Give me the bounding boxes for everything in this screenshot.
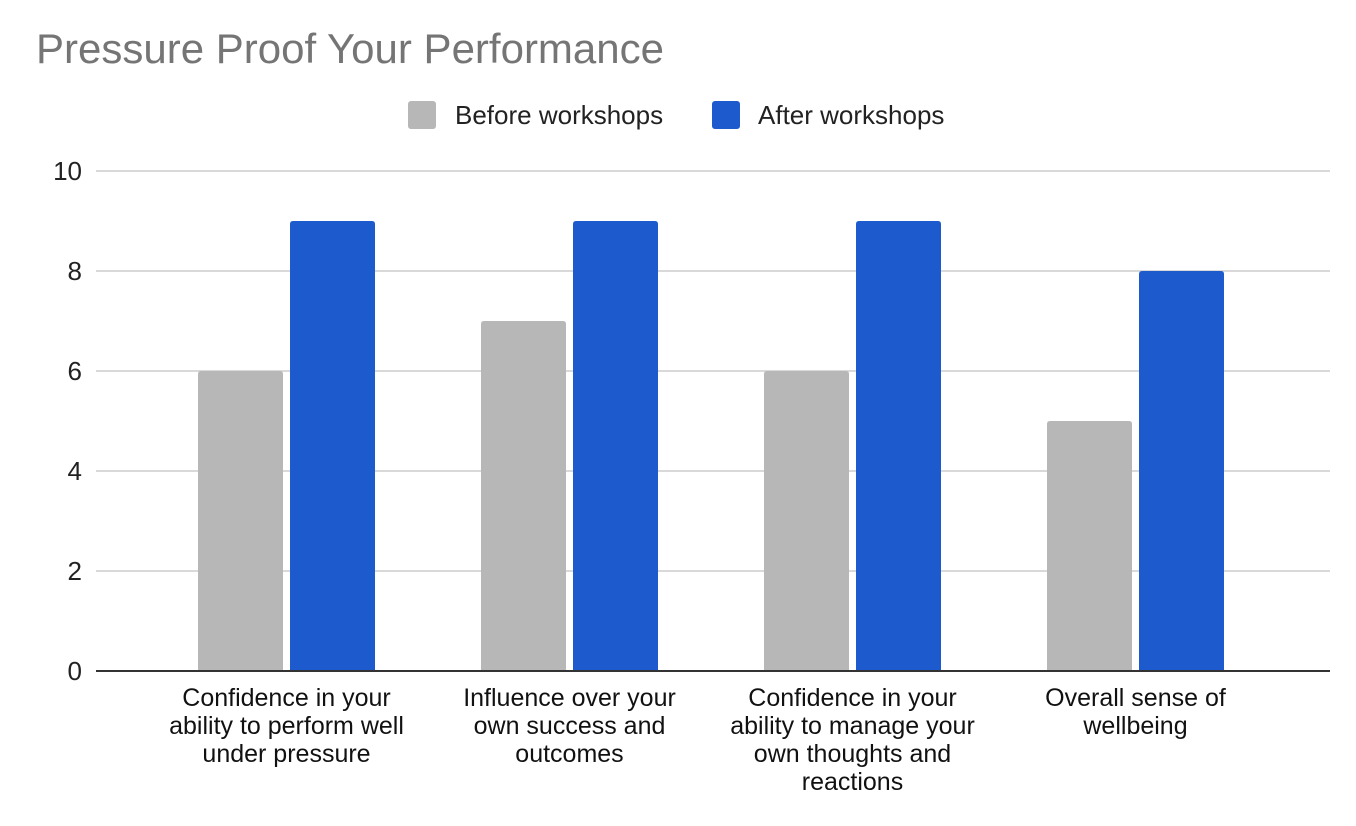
bar-before-4 [1047, 421, 1132, 671]
x-category-label: Confidence in your ability to perform wel… [169, 684, 404, 768]
x-category-label-line: Confidence in your [748, 684, 956, 712]
bar-after-3 [856, 221, 941, 671]
x-category-label-line: Confidence in your [182, 684, 390, 712]
x-category-label-line: reactions [802, 768, 903, 796]
x-category-label: Overall sense of wellbeing [1045, 684, 1226, 740]
legend-label-after: After workshops [758, 100, 944, 130]
y-tick-label: 6 [68, 356, 82, 386]
x-category-label: Influence over your own success and outcom… [463, 684, 676, 768]
bar-after-2 [573, 221, 658, 671]
x-category-label-line: ability to manage your [730, 712, 975, 740]
x-category-label-line: outcomes [515, 740, 623, 768]
legend-label-before: Before workshops [455, 100, 663, 130]
y-axis-ticks: 0 2 4 6 8 10 [53, 156, 82, 686]
bar-before-2 [481, 321, 566, 671]
x-category-label-line: own success and [474, 712, 666, 740]
y-tick-label: 2 [68, 556, 82, 586]
y-tick-label: 4 [68, 456, 82, 486]
bar-after-4 [1139, 271, 1224, 671]
legend: Before workshops After workshops [408, 100, 944, 130]
x-category-label-line: Overall sense of [1045, 684, 1226, 712]
chart-title: Pressure Proof Your Performance [36, 25, 664, 72]
x-category-label-line: own thoughts and [754, 740, 951, 768]
y-tick-label: 0 [68, 656, 82, 686]
x-category-label-line: wellbeing [1082, 712, 1187, 740]
x-category-label-line: under pressure [202, 740, 370, 768]
bar-after-1 [290, 221, 375, 671]
legend-swatch-after [712, 101, 740, 129]
bar-before-3 [764, 371, 849, 671]
bars [198, 221, 1224, 671]
bar-before-1 [198, 371, 283, 671]
x-category-label-line: ability to perform well [169, 712, 404, 740]
x-category-label-line: Influence over your [463, 684, 676, 712]
y-tick-label: 10 [53, 156, 82, 186]
x-axis-categories: Confidence in your ability to perform wel… [169, 684, 1226, 796]
y-tick-label: 8 [68, 256, 82, 286]
legend-swatch-before [408, 101, 436, 129]
x-category-label: Confidence in your ability to manage your… [730, 684, 975, 796]
